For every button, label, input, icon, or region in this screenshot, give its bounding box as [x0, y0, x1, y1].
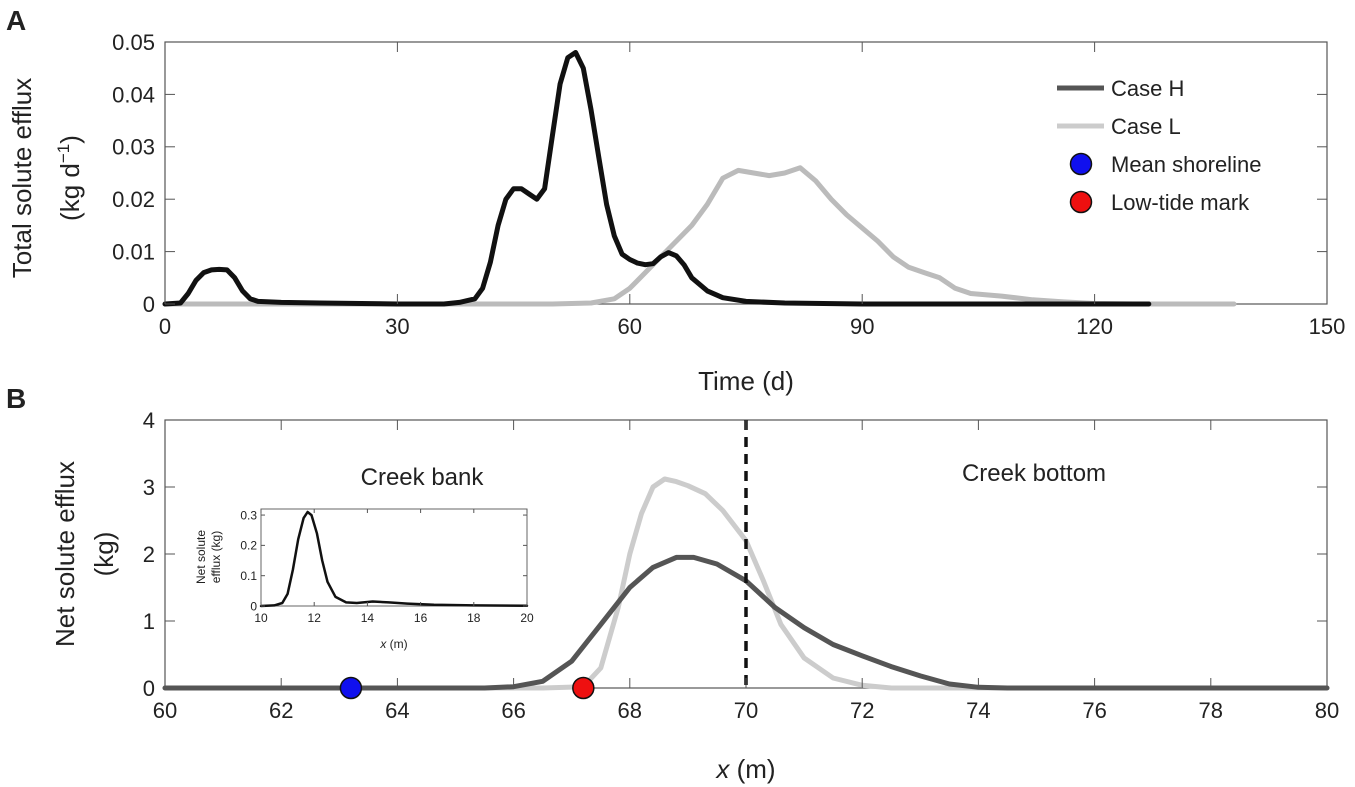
legend-mean-shoreline-label: Mean shoreline: [1111, 152, 1261, 177]
inset-x-label-var: x: [379, 637, 387, 651]
panel-b-y-axis-label-line2: (kg): [89, 532, 119, 577]
panel-b-x-axis-label: x (m): [714, 754, 775, 784]
inset-chart: 0 0.1 0.2 0.3 10 12 14 16 18 20 x (m) Net solute…: [194, 508, 534, 651]
panel-b-x-tick-label: 72: [850, 698, 874, 723]
panel-a-y-label-prefix: (kg d: [55, 163, 85, 221]
panel-b-x-tick-label: 68: [618, 698, 642, 723]
panel-a-x-tick-label: 30: [385, 314, 409, 339]
legend-mean-shoreline-marker: [1069, 152, 1093, 176]
low-tide-mark-marker: [572, 676, 595, 700]
panel-a-x-tick-label: 90: [850, 314, 874, 339]
panel-b-x-tick-label: 78: [1199, 698, 1223, 723]
legend-low-tide-marker: [1069, 190, 1093, 214]
legend: Case H Case L Mean shoreline Low-tide ma…: [1057, 76, 1261, 215]
panel-a-plot-area: [164, 41, 1328, 305]
legend-case-h-label: Case H: [1111, 76, 1184, 101]
panel-a-x-tick-label: 60: [618, 314, 642, 339]
panel-a-chart: 0 0.01 0.02 0.03 0.04 0.05 0 30 60 90 120 150 Time…: [7, 30, 1345, 396]
panel-b-y-tick-label: 1: [143, 609, 155, 634]
panel-b-x-ticks: 60 62 64 66 68 70 72 74 76 78 80: [153, 420, 1339, 723]
panel-a-x-tick-label: 120: [1076, 314, 1113, 339]
panel-a-x-ticks: 0 30 60 90 120 150: [159, 42, 1345, 339]
panel-a-series-group: [162, 50, 1237, 307]
panel-b-series-group: [162, 476, 1330, 691]
inset-y-tick-label: 0.3: [240, 508, 257, 522]
panel-a-y-tick-label: 0.03: [112, 135, 155, 160]
inset-x-tick-label: 12: [308, 611, 322, 625]
panel-b-x-label-var: x: [714, 754, 730, 784]
panel-b-y-tick-label: 3: [143, 475, 155, 500]
panel-a-y-axis-label-line2: (kg d−1): [54, 135, 85, 221]
panel-letter-a: A: [6, 5, 26, 36]
panel-b-x-tick-label: 80: [1315, 698, 1339, 723]
panel-b-x-tick-label: 64: [385, 698, 409, 723]
inset-x-ticks: 10 12 14 16 18 20: [254, 509, 534, 625]
inset-x-label-unit: (m): [386, 637, 407, 651]
inset-y-axis-label-line2: efflux (kg): [209, 531, 223, 583]
panel-b-y-tick-label: 4: [143, 408, 155, 433]
panel-a-y-tick-label: 0: [143, 292, 155, 317]
panel-b-x-label-unit: (m): [729, 754, 775, 784]
panel-b-x-tick-label: 60: [153, 698, 177, 723]
inset-y-ticks: 0 0.1 0.2 0.3: [240, 508, 527, 613]
panel-a-y-tick-label: 0.04: [112, 82, 155, 107]
panel-a-y-ticks: 0 0.01 0.02 0.03 0.04 0.05: [112, 30, 1327, 317]
panel-a-x-tick-label: 0: [159, 314, 171, 339]
panel-a-y-tick-label: 0.01: [112, 240, 155, 265]
inset-y-axis-label-line1: Net solute: [194, 530, 208, 584]
panel-b-y-axis-label-line1: Net solute efflux: [50, 461, 80, 647]
legend-low-tide-label: Low-tide mark: [1111, 190, 1250, 215]
inset-x-tick-label: 16: [414, 611, 428, 625]
panel-b-markers-group: [339, 676, 595, 700]
inset-x-tick-label: 18: [467, 611, 481, 625]
inset-y-tick-label: 0: [250, 599, 257, 613]
panel-a-y-label-exponent: −1: [54, 144, 73, 163]
panel-b-y-tick-label: 2: [143, 542, 155, 567]
panel-b-series-case-h: [162, 554, 1330, 691]
panel-a-y-tick-label: 0.02: [112, 187, 155, 212]
panel-b-y-tick-label: 0: [143, 676, 155, 701]
inset-y-tick-label: 0.1: [240, 569, 257, 583]
inset-x-tick-label: 14: [361, 611, 375, 625]
panel-b-x-tick-label: 62: [269, 698, 293, 723]
panel-a-y-tick-label: 0.05: [112, 30, 155, 55]
creek-bank-label: Creek bank: [361, 464, 485, 491]
panel-a-y-axis-label-line1: Total solute efflux: [7, 78, 37, 278]
panel-a-y-label-suffix: ): [55, 135, 85, 144]
panel-a-x-tick-label: 150: [1309, 314, 1346, 339]
panel-letter-b: B: [6, 383, 26, 414]
creek-bottom-label: Creek bottom: [962, 460, 1106, 487]
panel-b-x-tick-label: 76: [1082, 698, 1106, 723]
inset-plot-area: [260, 508, 528, 607]
panel-b-series-case-l: [162, 476, 1330, 691]
panel-a-x-axis-label: Time (d): [698, 366, 794, 396]
legend-case-l-label: Case L: [1111, 114, 1181, 139]
mean-shoreline-marker: [339, 676, 363, 700]
panel-b-x-tick-label: 74: [966, 698, 990, 723]
inset-x-tick-label: 10: [254, 611, 268, 625]
panel-a-series-case-l: [162, 165, 1237, 307]
inset-y-tick-label: 0.2: [240, 539, 257, 553]
inset-x-tick-label: 20: [520, 611, 534, 625]
inset-x-axis-label: x (m): [379, 637, 407, 651]
inset-series-group: [259, 510, 529, 608]
panel-a-series-case-h: [162, 50, 1152, 307]
panel-b-x-tick-label: 66: [501, 698, 525, 723]
panel-b-x-tick-label: 70: [734, 698, 758, 723]
inset-series-0: [259, 510, 529, 608]
